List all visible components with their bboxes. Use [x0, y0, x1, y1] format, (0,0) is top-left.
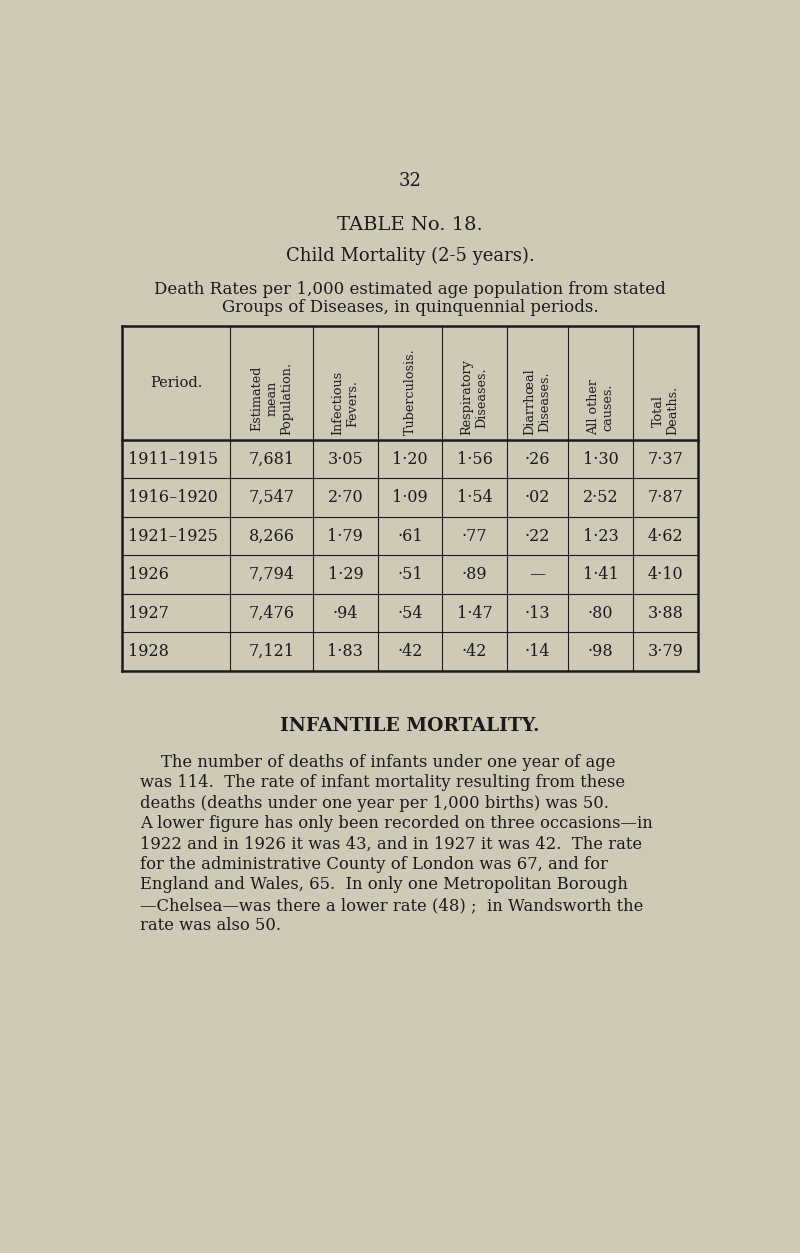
- Text: 7,476: 7,476: [249, 605, 294, 621]
- Text: A lower figure has only been recorded on three occasions—in: A lower figure has only been recorded on…: [140, 816, 653, 832]
- Text: The number of deaths of infants under one year of age: The number of deaths of infants under on…: [140, 754, 616, 771]
- Text: 1·23: 1·23: [582, 528, 618, 545]
- Text: 2·52: 2·52: [583, 489, 618, 506]
- Text: ·77: ·77: [462, 528, 487, 545]
- Text: Child Mortality (2-5 years).: Child Mortality (2-5 years).: [286, 247, 534, 264]
- Text: Period.: Period.: [150, 376, 202, 390]
- Text: Total
Deaths.: Total Deaths.: [652, 386, 680, 435]
- Text: —Chelsea—was there a lower rate (48) ;  in Wandsworth the: —Chelsea—was there a lower rate (48) ; i…: [140, 897, 644, 913]
- Text: —: —: [530, 566, 546, 583]
- Text: rate was also 50.: rate was also 50.: [140, 917, 282, 935]
- Text: 7,547: 7,547: [249, 489, 294, 506]
- Text: England and Wales, 65.  In only one Metropolitan Borough: England and Wales, 65. In only one Metro…: [140, 876, 628, 893]
- Text: 3·79: 3·79: [648, 643, 683, 660]
- Text: 7·87: 7·87: [648, 489, 683, 506]
- Text: 1921–1925: 1921–1925: [128, 528, 218, 545]
- Text: 32: 32: [398, 172, 422, 190]
- Text: ·26: ·26: [525, 451, 550, 467]
- Text: Death Rates per 1,000 estimated age population from stated: Death Rates per 1,000 estimated age popu…: [154, 281, 666, 298]
- Text: 3·88: 3·88: [648, 605, 683, 621]
- Text: 8,266: 8,266: [249, 528, 294, 545]
- Text: 1·83: 1·83: [327, 643, 363, 660]
- Text: ·54: ·54: [398, 605, 422, 621]
- Text: ·42: ·42: [462, 643, 487, 660]
- Text: 1916–1920: 1916–1920: [128, 489, 218, 506]
- Text: ·61: ·61: [397, 528, 423, 545]
- Text: 1926: 1926: [128, 566, 169, 583]
- Text: 1922 and in 1926 it was 43, and in 1927 it was 42.  The rate: 1922 and in 1926 it was 43, and in 1927 …: [140, 836, 642, 852]
- Text: 7,121: 7,121: [249, 643, 294, 660]
- Text: ·94: ·94: [333, 605, 358, 621]
- Text: Groups of Diseases, in quinquennial periods.: Groups of Diseases, in quinquennial peri…: [222, 299, 598, 316]
- Text: 1·20: 1·20: [392, 451, 428, 467]
- Text: ·42: ·42: [398, 643, 422, 660]
- Text: 1·09: 1·09: [392, 489, 428, 506]
- Text: Estimated
mean
Population.: Estimated mean Population.: [250, 362, 294, 435]
- Text: Diarrhœal
Diseases.: Diarrhœal Diseases.: [524, 368, 552, 435]
- Text: ·22: ·22: [525, 528, 550, 545]
- Text: Tuberculosis.: Tuberculosis.: [403, 348, 417, 435]
- Text: 1·54: 1·54: [457, 489, 493, 506]
- Text: 3·05: 3·05: [327, 451, 363, 467]
- Text: Respiratory
Diseases.: Respiratory Diseases.: [461, 360, 489, 435]
- Text: 7·37: 7·37: [648, 451, 683, 467]
- Text: ·89: ·89: [462, 566, 487, 583]
- Text: 1911–1915: 1911–1915: [128, 451, 218, 467]
- Text: 1·79: 1·79: [327, 528, 363, 545]
- Text: deaths (deaths under one year per 1,000 births) was 50.: deaths (deaths under one year per 1,000 …: [140, 794, 609, 812]
- Text: 2·70: 2·70: [327, 489, 363, 506]
- Text: ·51: ·51: [397, 566, 423, 583]
- Text: 1927: 1927: [128, 605, 169, 621]
- Text: ·98: ·98: [588, 643, 614, 660]
- Text: 1·29: 1·29: [327, 566, 363, 583]
- Text: for the administrative County of London was 67, and for: for the administrative County of London …: [140, 856, 608, 873]
- Text: ·14: ·14: [525, 643, 550, 660]
- Text: ·13: ·13: [525, 605, 550, 621]
- Text: 1·56: 1·56: [457, 451, 493, 467]
- Text: 7,794: 7,794: [249, 566, 294, 583]
- Text: was 114.  The rate of infant mortality resulting from these: was 114. The rate of infant mortality re…: [140, 774, 626, 792]
- Text: 1928: 1928: [128, 643, 169, 660]
- Text: ·80: ·80: [588, 605, 614, 621]
- Text: 7,681: 7,681: [249, 451, 295, 467]
- Text: 1·30: 1·30: [582, 451, 618, 467]
- Text: 1·47: 1·47: [457, 605, 493, 621]
- Text: INFANTILE MORTALITY.: INFANTILE MORTALITY.: [280, 717, 540, 736]
- Text: TABLE No. 18.: TABLE No. 18.: [337, 216, 483, 234]
- Text: All other
causes.: All other causes.: [586, 380, 614, 435]
- Text: 1·41: 1·41: [582, 566, 618, 583]
- Text: 4·62: 4·62: [648, 528, 683, 545]
- Text: ·02: ·02: [525, 489, 550, 506]
- Text: Infectious
Fevers.: Infectious Fevers.: [331, 371, 359, 435]
- Text: 4·10: 4·10: [648, 566, 683, 583]
